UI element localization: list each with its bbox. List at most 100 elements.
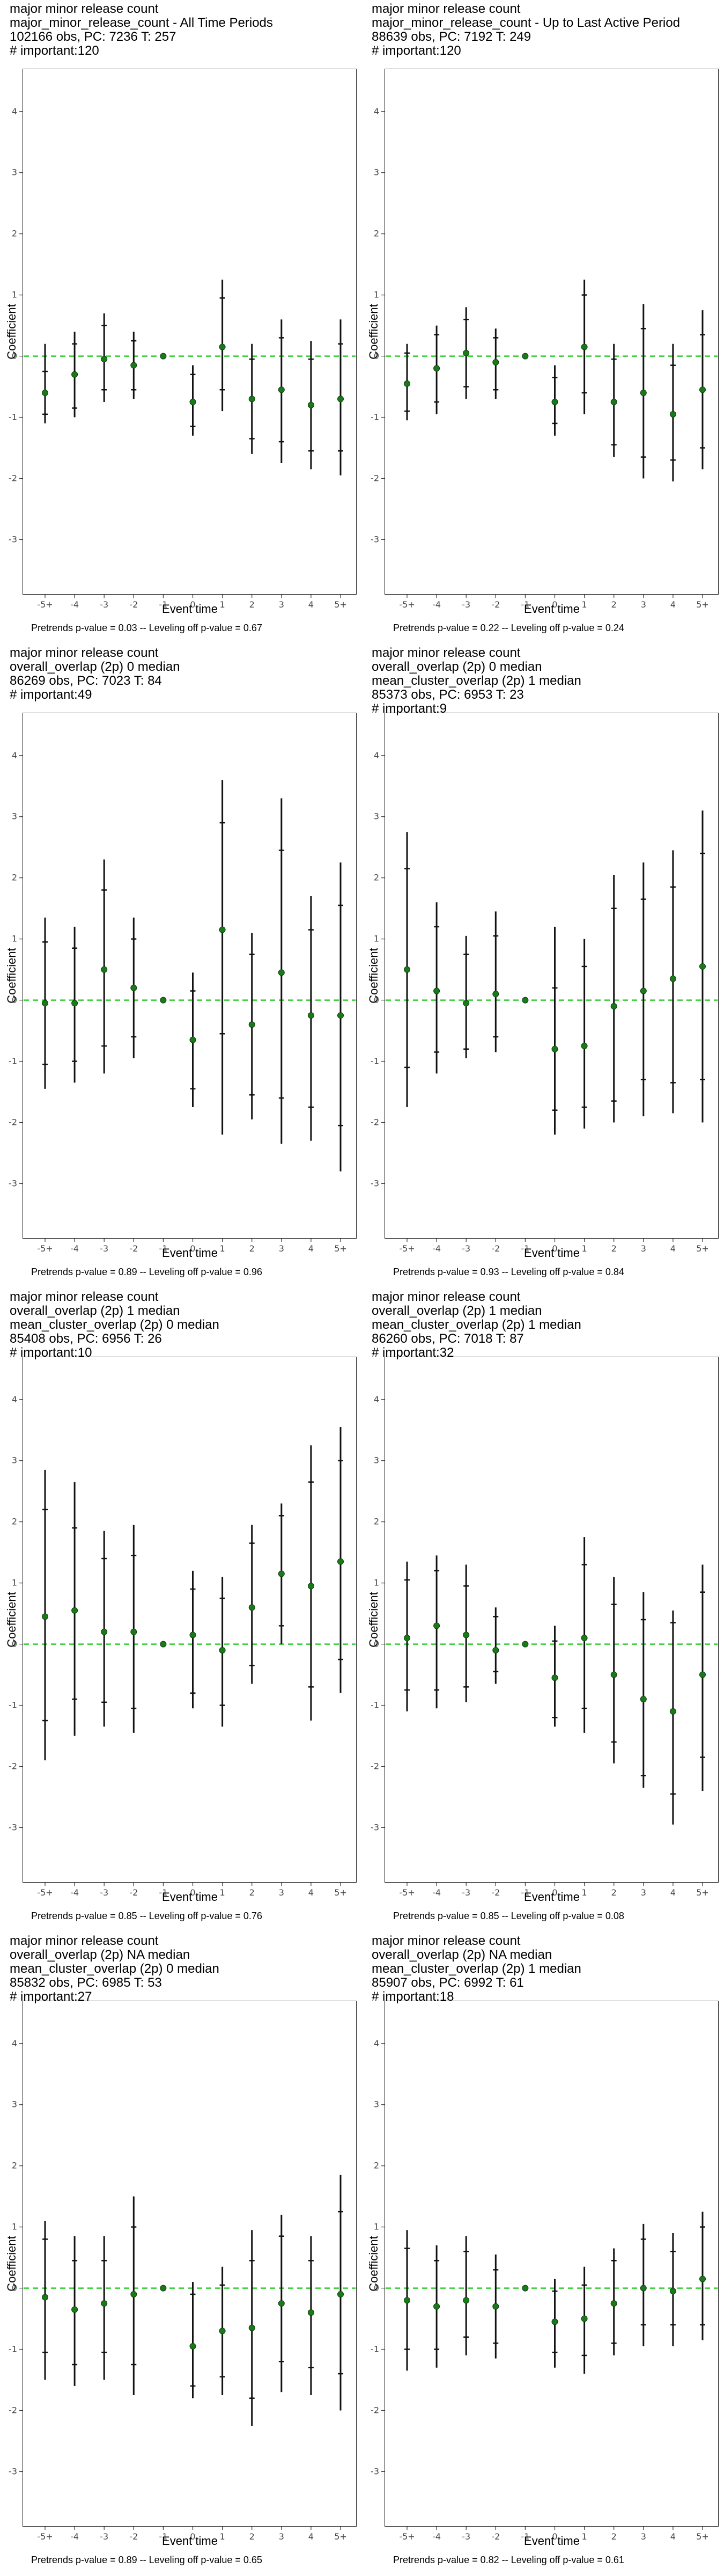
coefficient-point bbox=[463, 349, 470, 356]
x-tick-label: 2 bbox=[249, 1887, 255, 1898]
y-tick-label: 2 bbox=[12, 873, 17, 883]
y-axis-label: Coefficient bbox=[5, 2236, 18, 2292]
p-value-footer: Pretrends p-value = 0.22 -- Leveling off… bbox=[393, 623, 624, 633]
x-tick-label: 1 bbox=[220, 1887, 225, 1898]
x-tick-label: 1 bbox=[220, 2531, 225, 2542]
coefficient-point bbox=[551, 399, 558, 406]
coefficient-point bbox=[219, 1646, 226, 1653]
y-tick-label: -1 bbox=[9, 1056, 17, 1066]
panel-title: major minor release count overall_overlap… bbox=[10, 1934, 219, 2004]
x-tick-label: -4 bbox=[432, 599, 441, 610]
panel-title-line: major minor release count bbox=[10, 1934, 159, 1948]
x-tick-label: -2 bbox=[129, 1887, 138, 1898]
coefficient-point bbox=[42, 1000, 48, 1007]
x-tick-label: -3 bbox=[100, 2531, 108, 2542]
x-tick-label: 4 bbox=[670, 1243, 676, 1254]
panel-title-line: # important:120 bbox=[372, 43, 461, 58]
coefficient-point bbox=[189, 399, 196, 406]
coefficient-plot: -3 -2 -1 0 1 2 3 4 -5+ -4 -3 -2 -1 0 1 2 3 4 5+ bbox=[371, 1394, 718, 1898]
x-tick-label: -3 bbox=[462, 1243, 470, 1254]
x-tick-label: -1 bbox=[159, 2531, 167, 2542]
coefficient-point bbox=[337, 1012, 344, 1019]
panel-title-line: overall_overlap (2p) 0 median bbox=[372, 660, 542, 674]
x-tick-label: 5+ bbox=[696, 2531, 709, 2542]
panel-title: major minor release count overall_overlap… bbox=[372, 1934, 581, 2004]
panel-title: major minor release count major_minor_rel… bbox=[10, 2, 273, 58]
coefficient-point bbox=[551, 1674, 558, 1681]
panel-title-line: 102166 obs, PC: 7236 T: 257 bbox=[10, 30, 176, 44]
y-tick-label: 3 bbox=[12, 167, 17, 178]
x-tick-label: 1 bbox=[582, 599, 587, 610]
coefficient-point bbox=[522, 2285, 529, 2292]
y-tick-label: -2 bbox=[9, 1117, 17, 1127]
y-axis-label: Coefficient bbox=[5, 948, 18, 1004]
panel-title: major minor release count major_minor_rel… bbox=[372, 2, 680, 58]
y-tick-label: 4 bbox=[12, 106, 17, 116]
x-axis-label: Event time bbox=[162, 2534, 218, 2548]
x-tick-label: -2 bbox=[491, 1887, 500, 1898]
x-tick-label: 2 bbox=[249, 599, 255, 610]
x-tick-label: 5+ bbox=[696, 1243, 709, 1254]
coefficient-point bbox=[160, 997, 167, 1004]
y-tick-label: -2 bbox=[371, 473, 379, 483]
coefficient-point bbox=[492, 358, 499, 365]
coefficient-point bbox=[463, 1631, 470, 1638]
plot-frame bbox=[385, 69, 719, 595]
coefficient-point bbox=[640, 389, 647, 396]
panel-title-line: # important:9 bbox=[372, 701, 447, 716]
x-tick-label: -5+ bbox=[37, 599, 53, 610]
event-study-panel: major minor release count major_minor_rel… bbox=[362, 0, 724, 644]
x-tick-label: -4 bbox=[70, 599, 79, 610]
y-tick-label: 3 bbox=[12, 1455, 17, 1466]
x-tick-label: -2 bbox=[491, 2531, 500, 2542]
coefficient-point bbox=[433, 365, 440, 372]
panel-title-line: 85408 obs, PC: 6956 T: 26 bbox=[10, 1331, 162, 1346]
y-tick-label: 3 bbox=[374, 1455, 379, 1466]
y-tick-label: 3 bbox=[12, 2099, 17, 2110]
coefficient-point bbox=[492, 2303, 499, 2310]
coefficient-point bbox=[160, 1641, 167, 1648]
coefficient-point bbox=[42, 2294, 48, 2301]
x-tick-label: -1 bbox=[521, 2531, 529, 2542]
x-tick-label: 4 bbox=[670, 599, 676, 610]
y-axis-label: Coefficient bbox=[367, 1592, 380, 1648]
panel-title-line: major minor release count bbox=[372, 1290, 521, 1304]
y-tick-label: -2 bbox=[371, 2405, 379, 2415]
y-tick-label: 0 bbox=[12, 1639, 17, 1649]
event-study-panel: major minor release count overall_overlap… bbox=[362, 1932, 724, 2576]
panel-title-line: 85373 obs, PC: 6953 T: 23 bbox=[372, 687, 524, 702]
coefficient-point bbox=[669, 1708, 676, 1715]
panel-title-line: # important:18 bbox=[372, 1989, 454, 2004]
y-tick-label: 4 bbox=[12, 750, 17, 760]
coefficient-point bbox=[71, 1607, 78, 1614]
panel-title: major minor release count overall_overlap… bbox=[10, 1290, 219, 1360]
y-tick-label: 3 bbox=[374, 2099, 379, 2110]
x-tick-label: 5+ bbox=[696, 1887, 709, 1898]
coefficient-point bbox=[669, 411, 676, 418]
x-tick-label: 4 bbox=[308, 2531, 314, 2542]
panel-title-line: # important:32 bbox=[372, 1345, 454, 1360]
x-tick-label: 0 bbox=[190, 1887, 195, 1898]
event-study-panel: major minor release count overall_overlap… bbox=[362, 1288, 724, 1932]
coefficient-point bbox=[278, 386, 285, 393]
x-tick-label: -5+ bbox=[399, 1243, 415, 1254]
y-axis-label: Coefficient bbox=[367, 2236, 380, 2292]
coefficient-plot: -3 -2 -1 0 1 2 3 4 -5+ -4 -3 -2 -1 0 1 2 3 4 5+ bbox=[371, 106, 718, 610]
y-tick-label: -1 bbox=[371, 2344, 379, 2354]
coefficient-point bbox=[669, 2288, 676, 2295]
x-tick-label: 4 bbox=[670, 1887, 676, 1898]
x-axis-label: Event time bbox=[524, 1246, 580, 1260]
coefficient-point bbox=[278, 969, 285, 976]
y-axis-label: Coefficient bbox=[367, 304, 380, 360]
y-tick-label: -3 bbox=[371, 2466, 379, 2476]
x-tick-label: -1 bbox=[521, 1243, 529, 1254]
coefficient-point bbox=[522, 353, 529, 360]
panel-title-line: overall_overlap (2p) 1 median bbox=[10, 1304, 180, 1318]
x-tick-label: 1 bbox=[582, 2531, 587, 2542]
x-tick-label: -5+ bbox=[37, 2531, 53, 2542]
coefficient-point bbox=[307, 1583, 314, 1590]
coefficient-point bbox=[337, 2290, 344, 2297]
x-tick-label: -3 bbox=[100, 1887, 108, 1898]
panel-title-line: # important:10 bbox=[10, 1345, 92, 1360]
coefficient-point bbox=[433, 2303, 440, 2310]
